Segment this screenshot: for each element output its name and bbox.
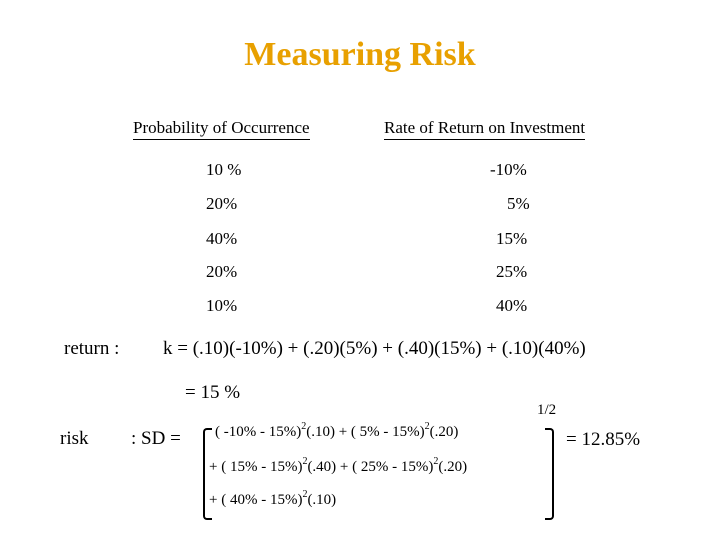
prob-cell: 20% [206,262,238,281]
return-cell: -10% [490,160,527,179]
prob-cell: 40% [206,229,238,248]
prob-cell: 10% [206,296,238,315]
col-header-return: Rate of Return on Investment [384,118,586,140]
return-result: = 15 % [185,382,241,403]
return-formula: k = (.10)(-10%) + (.20)(5%) + (.40)(15%)… [163,338,586,359]
return-cell: 5% [507,194,530,213]
prob-cell: 10 % [206,160,242,179]
right-bracket [545,428,554,520]
risk-label: risk [60,428,89,449]
return-cell: 40% [496,296,528,315]
sd-term-line-2: + ( 15% - 15%)2(.40) + ( 25% - 15%)2(.20… [209,456,468,476]
sd-result: = 12.85% [566,429,641,450]
exponent: 1/2 [537,402,557,418]
sd-term-line-1: ( -10% - 15%)2(.10) + ( 5% - 15%)2(.20) [215,421,459,441]
prob-cell: 20% [206,194,238,213]
sd-label: : SD = [131,428,181,449]
return-cell: 25% [496,262,528,281]
left-bracket [203,428,212,520]
slide-title: Measuring Risk [244,36,476,73]
col-header-probability: Probability of Occurrence [133,118,310,140]
return-label: return : [64,338,120,359]
return-cell: 15% [496,229,528,248]
sd-term-line-3: + ( 40% - 15%)2(.10) [209,489,337,509]
